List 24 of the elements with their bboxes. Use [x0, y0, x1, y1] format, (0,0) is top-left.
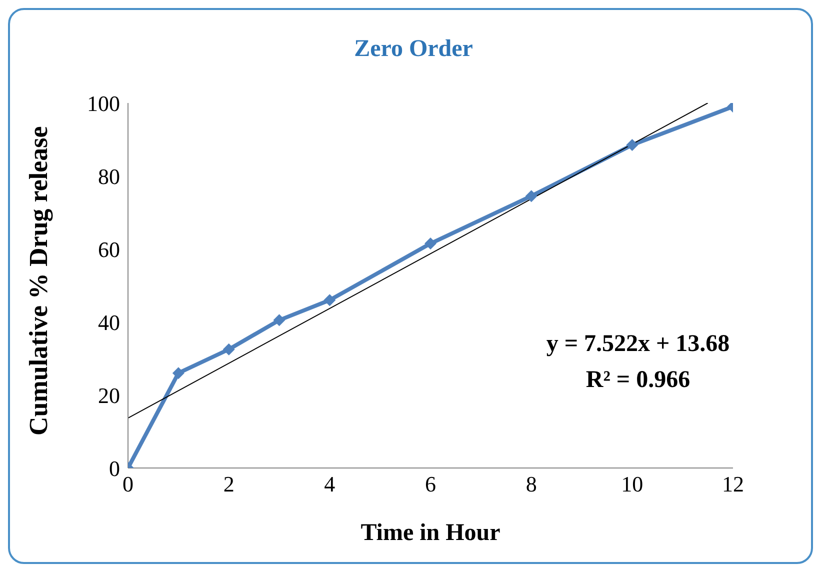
y-tick-label: 20 [98, 382, 120, 408]
x-tick-label: 10 [621, 472, 644, 497]
point [222, 343, 235, 356]
x-axis-title: Time in Hour [360, 520, 501, 546]
x-tick-label: 12 [722, 472, 744, 497]
point [324, 294, 336, 306]
x-tick-label: 2 [223, 472, 234, 497]
point [172, 367, 184, 380]
point [525, 190, 538, 202]
y-tick-label: 80 [98, 164, 120, 189]
y-tick-label: 60 [98, 236, 120, 262]
point [626, 138, 638, 151]
chart-title: Zero Order [353, 36, 474, 63]
x-tick-label: 8 [526, 472, 537, 497]
y-tick-label: 0 [109, 456, 120, 481]
point [424, 238, 436, 250]
y-axis-title: Cumulative % Drug release [24, 126, 54, 436]
x-tick-label: 6 [425, 472, 436, 497]
x-tick-label: 4 [324, 472, 336, 497]
annotation: y = 7.522x + 13.68 [545, 330, 731, 359]
y-tick-label: 40 [98, 310, 120, 335]
annotation: R² = 0.966 [584, 366, 692, 395]
y-tick-label: 100 [87, 90, 120, 116]
point [273, 314, 286, 326]
